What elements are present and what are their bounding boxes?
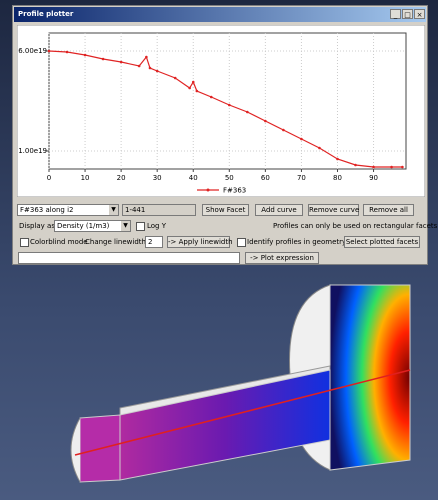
point	[101, 57, 105, 61]
point	[401, 165, 404, 169]
remove-all-button[interactable]: Remove all	[363, 204, 414, 216]
window-title: Profile plotter	[18, 10, 74, 18]
point	[336, 157, 339, 161]
geometry-view	[70, 284, 411, 483]
point	[228, 103, 231, 107]
linewidth-input[interactable]: 2	[145, 236, 163, 248]
close-button[interactable]: ×	[414, 9, 425, 19]
x-tick-label: 40	[189, 174, 198, 182]
point	[390, 165, 393, 169]
point	[282, 128, 285, 132]
expression-input[interactable]	[18, 252, 240, 264]
log-y-label: Log Y	[147, 222, 167, 230]
x-tick-label: 10	[81, 174, 90, 182]
point	[83, 53, 87, 57]
block-face	[329, 284, 411, 471]
profile-select[interactable]: F#363 along i2 ▼	[17, 204, 119, 216]
point	[155, 69, 159, 73]
plot: 0 10 20 30 40 50 60 70 80 90 1.00e19 6.00e19 F#363	[17, 25, 425, 197]
display-as-label: Display as:	[19, 222, 58, 230]
x-tick-label: 30	[153, 174, 162, 182]
legend-label: F#363	[223, 187, 246, 195]
log-y-checkbox[interactable]	[136, 222, 145, 231]
window: Profile plotter _ □ × 0 10 20 30 40 50 60 70 80 9…	[12, 5, 438, 265]
identify-checkbox[interactable]	[237, 238, 246, 247]
remove-curve-button[interactable]: Remove curve	[308, 204, 360, 216]
linewidth-label: Change linewidth:	[85, 238, 149, 246]
note: Profiles can only be used on rectangular…	[273, 222, 438, 230]
point	[65, 50, 69, 54]
y-tick-label: 1.00e19	[18, 147, 47, 155]
point	[137, 64, 141, 68]
profile-line	[74, 369, 411, 456]
x-tick-label: 20	[117, 174, 126, 182]
x-tick-label: 50	[225, 174, 234, 182]
point	[173, 76, 177, 80]
y-tick-label: 6.00e19	[18, 47, 47, 55]
point	[300, 137, 303, 141]
select-facets-button[interactable]: Select plotted facets	[344, 236, 420, 248]
axes-box	[48, 32, 407, 170]
add-curve-button[interactable]: Add curve	[255, 204, 303, 216]
point	[119, 60, 123, 64]
title-bar: Profile plotter _ □ ×	[14, 7, 426, 22]
maximize-button[interactable]: □	[402, 9, 413, 19]
point	[264, 119, 267, 123]
apply-linewidth-button[interactable]: -> Apply linewidth	[167, 236, 233, 248]
point	[145, 55, 148, 59]
display-as-select[interactable]: Density (1/m3) ▼	[54, 220, 131, 232]
plot-expression-button[interactable]: -> Plot expression	[245, 252, 319, 264]
point	[372, 165, 375, 169]
point	[246, 110, 249, 114]
x-tick-label: 80	[333, 174, 342, 182]
identify-label: Identify profiles in geometry	[247, 238, 347, 246]
point	[195, 89, 199, 93]
colorblind-checkbox[interactable]	[20, 238, 29, 247]
point	[148, 66, 152, 70]
x-tick-label: 70	[297, 174, 306, 182]
legend-marker	[206, 188, 210, 192]
x-tick-label: 0	[47, 174, 51, 182]
point	[354, 163, 357, 167]
x-tick-label: 60	[261, 174, 270, 182]
display-as-text: Density (1/m3)	[57, 222, 110, 230]
profile-select-text: F#363 along i2	[20, 206, 74, 214]
point	[47, 49, 51, 53]
x-tick-label: 90	[369, 174, 378, 182]
point	[318, 146, 321, 150]
show-facet-button[interactable]: Show Facet	[202, 204, 249, 216]
point	[209, 95, 213, 99]
minimize-button[interactable]: _	[390, 9, 401, 19]
point	[188, 86, 191, 90]
colorblind-label: Colorblind mode	[30, 238, 88, 246]
point	[191, 80, 195, 84]
bar-end-curve	[70, 417, 81, 483]
range-field: 1-441	[122, 204, 196, 216]
